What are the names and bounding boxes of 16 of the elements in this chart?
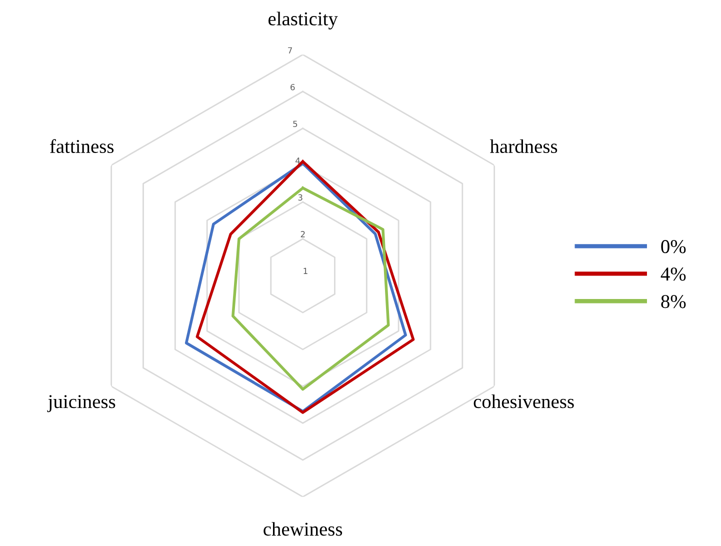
y-tick-label: 5 [293, 120, 298, 128]
y-tick-label: 6 [290, 84, 295, 90]
legend-label: 4% [660, 268, 686, 281]
y-tick-label: 4 [296, 158, 300, 164]
y-tick-label: 7 [288, 47, 292, 54]
spoke-label: chewiness [264, 522, 342, 536]
spoke-label: elasticity [268, 12, 338, 30]
spoke-label: juiciness [47, 395, 116, 412]
legend-label: 0% [661, 240, 686, 254]
spoke-label: fattiness [50, 139, 114, 154]
y-tick-label: 3 [298, 194, 302, 201]
y-tick-label: 1 [304, 268, 308, 274]
spoke-label: hardness [490, 139, 558, 154]
legend-label: 8% [661, 295, 686, 308]
y-tick-label: 2 [300, 231, 305, 238]
spoke-label: cohesiveness [474, 394, 574, 408]
